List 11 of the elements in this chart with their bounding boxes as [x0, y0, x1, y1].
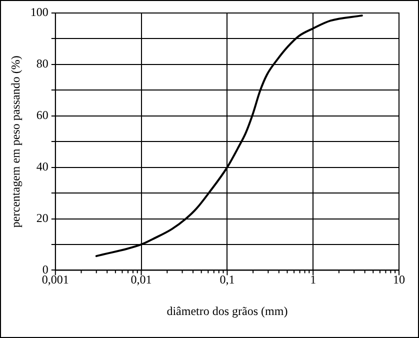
y-tick-label: 60: [36, 108, 48, 122]
x-tick-label: 0,1: [220, 272, 235, 287]
y-tick-label: 40: [36, 159, 48, 174]
x-axis-title: diâmetro dos grãos (mm): [166, 304, 288, 318]
y-tick-label: 20: [36, 210, 48, 225]
y-tick-label: 80: [36, 56, 48, 71]
x-tick-label: 1: [310, 272, 316, 287]
y-axis-title: percentagem em peso passando (%): [8, 56, 22, 228]
x-tick-label: 0,01: [130, 272, 152, 287]
y-tick-label: 100: [30, 5, 48, 20]
x-tick-label: 10: [393, 272, 405, 287]
